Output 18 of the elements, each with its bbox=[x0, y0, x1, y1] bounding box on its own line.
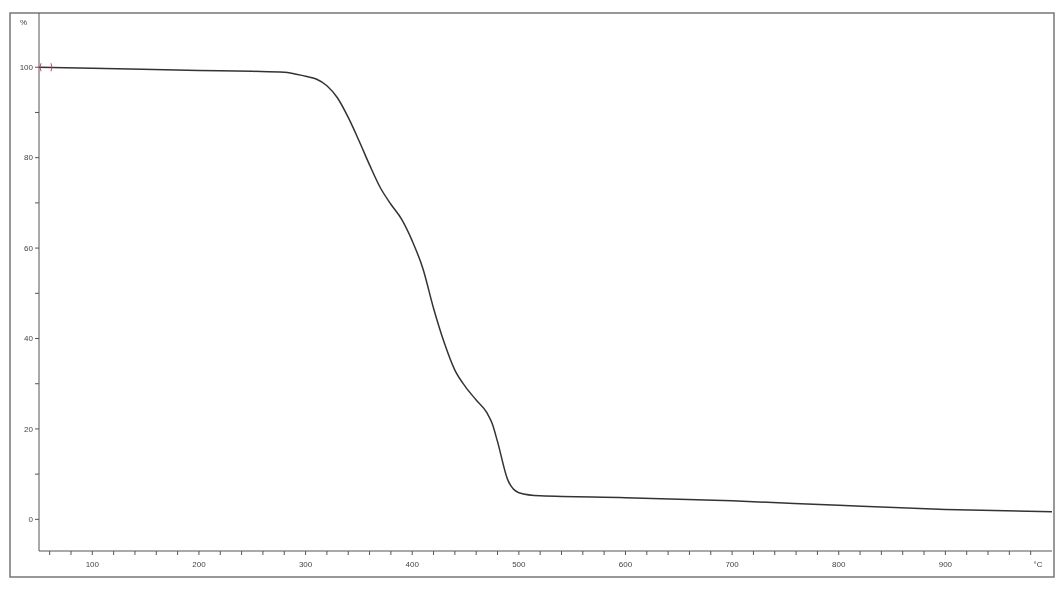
y-tick-label: 60 bbox=[24, 243, 34, 253]
x-tick-label: 700 bbox=[725, 560, 740, 569]
line-series bbox=[38, 66, 1053, 513]
x-tick-label: 900 bbox=[938, 560, 953, 569]
y-tick-label: 100 bbox=[19, 63, 34, 73]
x-tick-label: 500 bbox=[512, 560, 527, 569]
y-tick-label: 20 bbox=[24, 424, 34, 434]
x-tick-label: 400 bbox=[405, 560, 420, 569]
y-tick-label: 40 bbox=[24, 334, 34, 344]
x-tick-label: 600 bbox=[618, 560, 633, 569]
x-tick-label: 100 bbox=[85, 560, 100, 569]
y-tick-label: 0 bbox=[28, 515, 34, 525]
x-tick-label: 300 bbox=[298, 560, 313, 569]
y-tick-label: 80 bbox=[24, 153, 34, 163]
x-tick-label: 800 bbox=[832, 560, 846, 569]
y-axis-title: % bbox=[20, 18, 28, 27]
x-axis-title: °C bbox=[1033, 560, 1043, 569]
x-tick-label: 200 bbox=[192, 560, 207, 569]
